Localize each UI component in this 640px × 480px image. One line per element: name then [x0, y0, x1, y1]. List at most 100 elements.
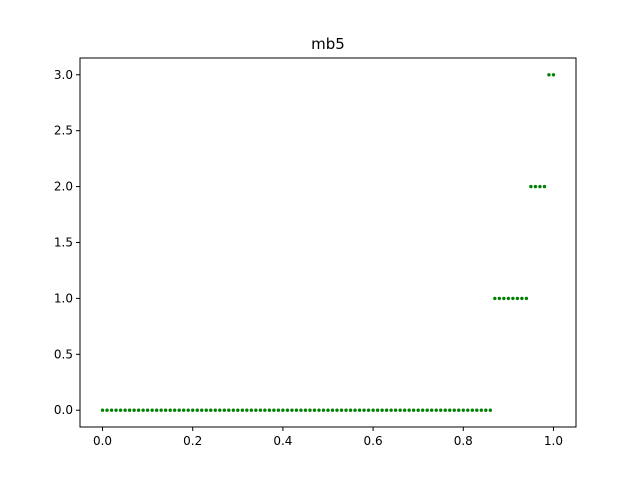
- x-tick-label: 1.0: [544, 434, 563, 448]
- data-point: [105, 408, 109, 412]
- data-point: [236, 408, 240, 412]
- data-point: [380, 408, 384, 412]
- data-point: [132, 408, 136, 412]
- data-point: [240, 408, 245, 412]
- data-point: [285, 408, 290, 412]
- data-point: [272, 408, 276, 412]
- data-point: [547, 73, 551, 77]
- data-point: [434, 408, 438, 412]
- y-axis: 0.0 0.5 1.0 1.5 2.0 2.5 3.0: [54, 68, 80, 417]
- data-point: [136, 408, 141, 412]
- data-point: [506, 296, 511, 301]
- data-point: [344, 408, 348, 412]
- data-point: [258, 408, 263, 412]
- data-point: [448, 408, 452, 412]
- data-point: [249, 408, 254, 412]
- data-point: [551, 73, 556, 77]
- data-point: [177, 408, 181, 412]
- data-point: [411, 408, 416, 412]
- plot-area: [79, 57, 577, 428]
- data-point: [127, 408, 132, 412]
- data-point: [209, 408, 213, 412]
- data-point: [398, 408, 402, 412]
- data-point: [353, 408, 357, 412]
- data-point: [511, 296, 515, 301]
- data-point: [407, 408, 411, 412]
- y-tick-label: 3.0: [54, 68, 73, 82]
- data-point: [357, 408, 362, 412]
- data-point: [281, 408, 285, 412]
- data-point: [384, 408, 389, 412]
- data-point: [371, 408, 375, 412]
- data-point: [182, 408, 186, 412]
- data-point: [529, 184, 533, 189]
- y-tick-label: 0.5: [54, 347, 73, 361]
- data-point: [109, 408, 114, 412]
- data-point: [366, 408, 371, 412]
- data-point: [524, 296, 529, 301]
- data-point: [227, 408, 231, 412]
- data-point: [479, 408, 484, 412]
- data-point: [290, 408, 294, 412]
- data-point: [542, 184, 547, 189]
- data-point: [150, 408, 154, 412]
- data-point: [470, 408, 474, 412]
- data-point: [168, 408, 172, 412]
- data-point: [154, 408, 159, 412]
- data-point: [204, 408, 208, 412]
- x-tick-label: 0.2: [183, 434, 202, 448]
- data-point: [100, 408, 105, 412]
- data-point: [520, 296, 524, 301]
- data-point: [299, 408, 303, 412]
- data-point: [335, 408, 339, 412]
- data-point: [118, 408, 123, 412]
- data-point: [317, 408, 321, 412]
- data-point: [402, 408, 407, 412]
- data-point: [186, 408, 190, 412]
- data-point: [326, 408, 330, 412]
- data-point: [452, 408, 456, 412]
- data-point: [457, 408, 461, 412]
- data-point: [439, 408, 443, 412]
- data-point: [389, 408, 393, 412]
- x-tick-label: 0.4: [273, 434, 292, 448]
- data-point: [425, 408, 429, 412]
- y-tick-label: 2.5: [54, 124, 73, 138]
- data-point: [321, 408, 326, 412]
- chart-title: mb5: [311, 35, 345, 53]
- y-tick-label: 1.0: [54, 291, 73, 305]
- data-point: [294, 408, 299, 412]
- data-point: [222, 408, 226, 412]
- data-point: [375, 408, 380, 412]
- data-point: [416, 408, 420, 412]
- scatter-points: [100, 73, 556, 412]
- data-point: [123, 408, 127, 412]
- x-axis: 0.0 0.2 0.4 0.6 0.8 1.0: [93, 427, 563, 448]
- data-point: [308, 408, 312, 412]
- data-point: [267, 408, 272, 412]
- data-point: [502, 296, 506, 301]
- data-point: [159, 408, 163, 412]
- data-point: [348, 408, 353, 412]
- data-point: [538, 184, 542, 189]
- data-point: [493, 296, 497, 301]
- data-point: [114, 408, 118, 412]
- data-point: [466, 408, 470, 412]
- x-tick-label: 0.0: [93, 434, 112, 448]
- data-point: [141, 408, 145, 412]
- data-point: [245, 408, 249, 412]
- data-point: [145, 408, 150, 412]
- data-point: [461, 408, 465, 412]
- data-point: [339, 408, 344, 412]
- x-tick-label: 0.6: [364, 434, 383, 448]
- data-point: [312, 408, 317, 412]
- data-point: [475, 408, 479, 412]
- data-point: [276, 408, 281, 412]
- data-point: [362, 408, 366, 412]
- data-point: [254, 408, 258, 412]
- data-point: [195, 408, 199, 412]
- y-tick-label: 1.5: [54, 236, 73, 250]
- data-point: [533, 184, 538, 189]
- data-point: [163, 408, 168, 412]
- data-point: [515, 296, 520, 301]
